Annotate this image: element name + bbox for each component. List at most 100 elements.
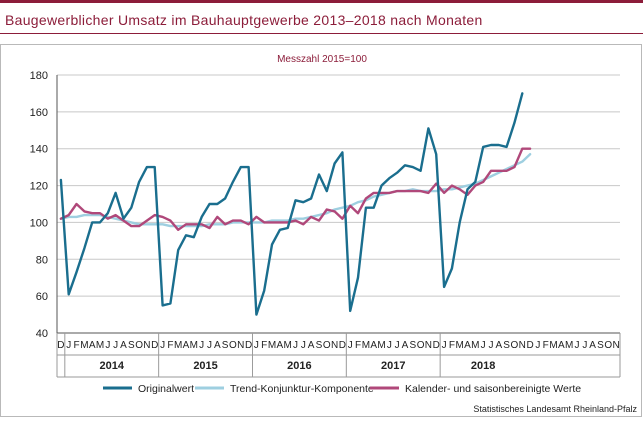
- month-tick-label: M: [284, 340, 292, 351]
- month-tick-label: J: [66, 340, 71, 351]
- month-tick-label: J: [207, 340, 212, 351]
- month-tick-label: S: [503, 340, 510, 351]
- month-tick-label: J: [113, 340, 118, 351]
- month-tick-label: D: [526, 340, 533, 351]
- y-axis: 40 60 80 100 120 140 160 180: [30, 70, 58, 340]
- year-label: 2017: [381, 360, 405, 372]
- month-tick-label: J: [105, 340, 110, 351]
- month-tick-label: F: [167, 340, 173, 351]
- month-tick-label: M: [80, 340, 88, 351]
- month-tick-label: D: [57, 340, 64, 351]
- month-tick-label: J: [160, 340, 165, 351]
- month-tick-label: D: [245, 340, 252, 351]
- series-lines: [59, 92, 532, 316]
- page-title: Baugewerblicher Umsatz im Bauhauptgewerb…: [5, 12, 483, 28]
- y-tick-label: 80: [36, 254, 48, 266]
- year-label: 2015: [193, 360, 217, 372]
- year-label: 2016: [287, 360, 311, 372]
- month-tick-label: J: [254, 340, 259, 351]
- month-tick-label: J: [301, 340, 306, 351]
- month-tick-label: J: [535, 340, 540, 351]
- month-tick-label: J: [199, 340, 204, 351]
- y-tick-label: 180: [30, 70, 48, 82]
- month-tick-label: M: [456, 340, 464, 351]
- month-tick-label: O: [323, 340, 331, 351]
- month-tick-label: A: [183, 340, 190, 351]
- month-tick-label: J: [293, 340, 298, 351]
- month-tick-label: M: [377, 340, 385, 351]
- year-label: 2018: [471, 360, 495, 372]
- month-tick-label: D: [339, 340, 346, 351]
- y-tick-label: 60: [36, 291, 48, 303]
- month-tick-label: J: [387, 340, 392, 351]
- month-tick-label: D: [151, 340, 158, 351]
- month-tick-label: M: [96, 340, 104, 351]
- month-tick-label: N: [143, 340, 150, 351]
- month-tick-label: N: [612, 340, 619, 351]
- month-tick-label: D: [433, 340, 440, 351]
- month-tick-label: F: [543, 340, 549, 351]
- month-tick-label: S: [597, 340, 604, 351]
- month-tick-label: J: [395, 340, 400, 351]
- month-tick-label: O: [604, 340, 612, 351]
- month-tick-label: M: [362, 340, 370, 351]
- legend: Originalwert Trend-Konjunktur-Komponente K…: [103, 383, 581, 395]
- month-tick-label: M: [174, 340, 182, 351]
- month-tick-label: F: [261, 340, 267, 351]
- month-tick-label: A: [214, 340, 221, 351]
- month-tick-label: N: [237, 340, 244, 351]
- month-tick-label: A: [277, 340, 284, 351]
- year-label: 2014: [99, 360, 124, 372]
- month-tick-label: S: [409, 340, 416, 351]
- month-tick-label: F: [449, 340, 455, 351]
- month-tick-label: A: [120, 340, 127, 351]
- month-tick-label: O: [229, 340, 237, 351]
- month-tick-label: M: [549, 340, 557, 351]
- y-tick-label: 140: [30, 144, 48, 156]
- month-tick-label: J: [442, 340, 447, 351]
- month-tick-label: A: [589, 340, 596, 351]
- month-tick-label: A: [308, 340, 315, 351]
- title-divider: [0, 33, 643, 34]
- series-trend: [59, 152, 532, 228]
- series-saisonbereinigt: [59, 147, 532, 232]
- month-tick-label: A: [89, 340, 96, 351]
- legend-label: Trend-Konjunktur-Komponente: [230, 383, 374, 395]
- month-tick-label: S: [128, 340, 135, 351]
- chart-subtitle: Messzahl 2015=100: [277, 54, 367, 65]
- month-tick-label: F: [355, 340, 361, 351]
- month-tick-label: A: [370, 340, 377, 351]
- chart-frame: [0, 44, 642, 417]
- month-tick-label: J: [488, 340, 493, 351]
- month-tick-label: A: [558, 340, 565, 351]
- month-tick-label: J: [481, 340, 486, 351]
- source-note: Statistisches Landesamt Rheinland-Pfalz: [473, 404, 637, 414]
- grid-lines: [57, 74, 620, 334]
- month-tick-label: S: [222, 340, 229, 351]
- month-tick-label: M: [190, 340, 198, 351]
- y-tick-label: 40: [36, 328, 48, 340]
- month-tick-label: A: [495, 340, 502, 351]
- month-tick-label: S: [316, 340, 323, 351]
- y-tick-label: 100: [30, 217, 48, 229]
- y-tick-label: 160: [30, 107, 48, 119]
- month-tick-label: F: [73, 340, 79, 351]
- series-originalwert: [59, 92, 524, 316]
- month-tick-label: O: [417, 340, 425, 351]
- top-accent-rule: [0, 0, 643, 3]
- month-tick-label: N: [519, 340, 526, 351]
- month-tick-label: J: [574, 340, 579, 351]
- month-tick-label: M: [471, 340, 479, 351]
- month-tick-label: N: [425, 340, 432, 351]
- legend-label: Kalender- und saisonbereinigte Werte: [405, 383, 581, 395]
- month-tick-label: M: [268, 340, 276, 351]
- legend-label: Originalwert: [138, 383, 194, 395]
- month-tick-label: N: [331, 340, 338, 351]
- month-tick-label: O: [135, 340, 143, 351]
- y-tick-label: 120: [30, 181, 48, 193]
- month-tick-label: M: [565, 340, 573, 351]
- month-tick-label: O: [511, 340, 519, 351]
- month-tick-label: A: [464, 340, 471, 351]
